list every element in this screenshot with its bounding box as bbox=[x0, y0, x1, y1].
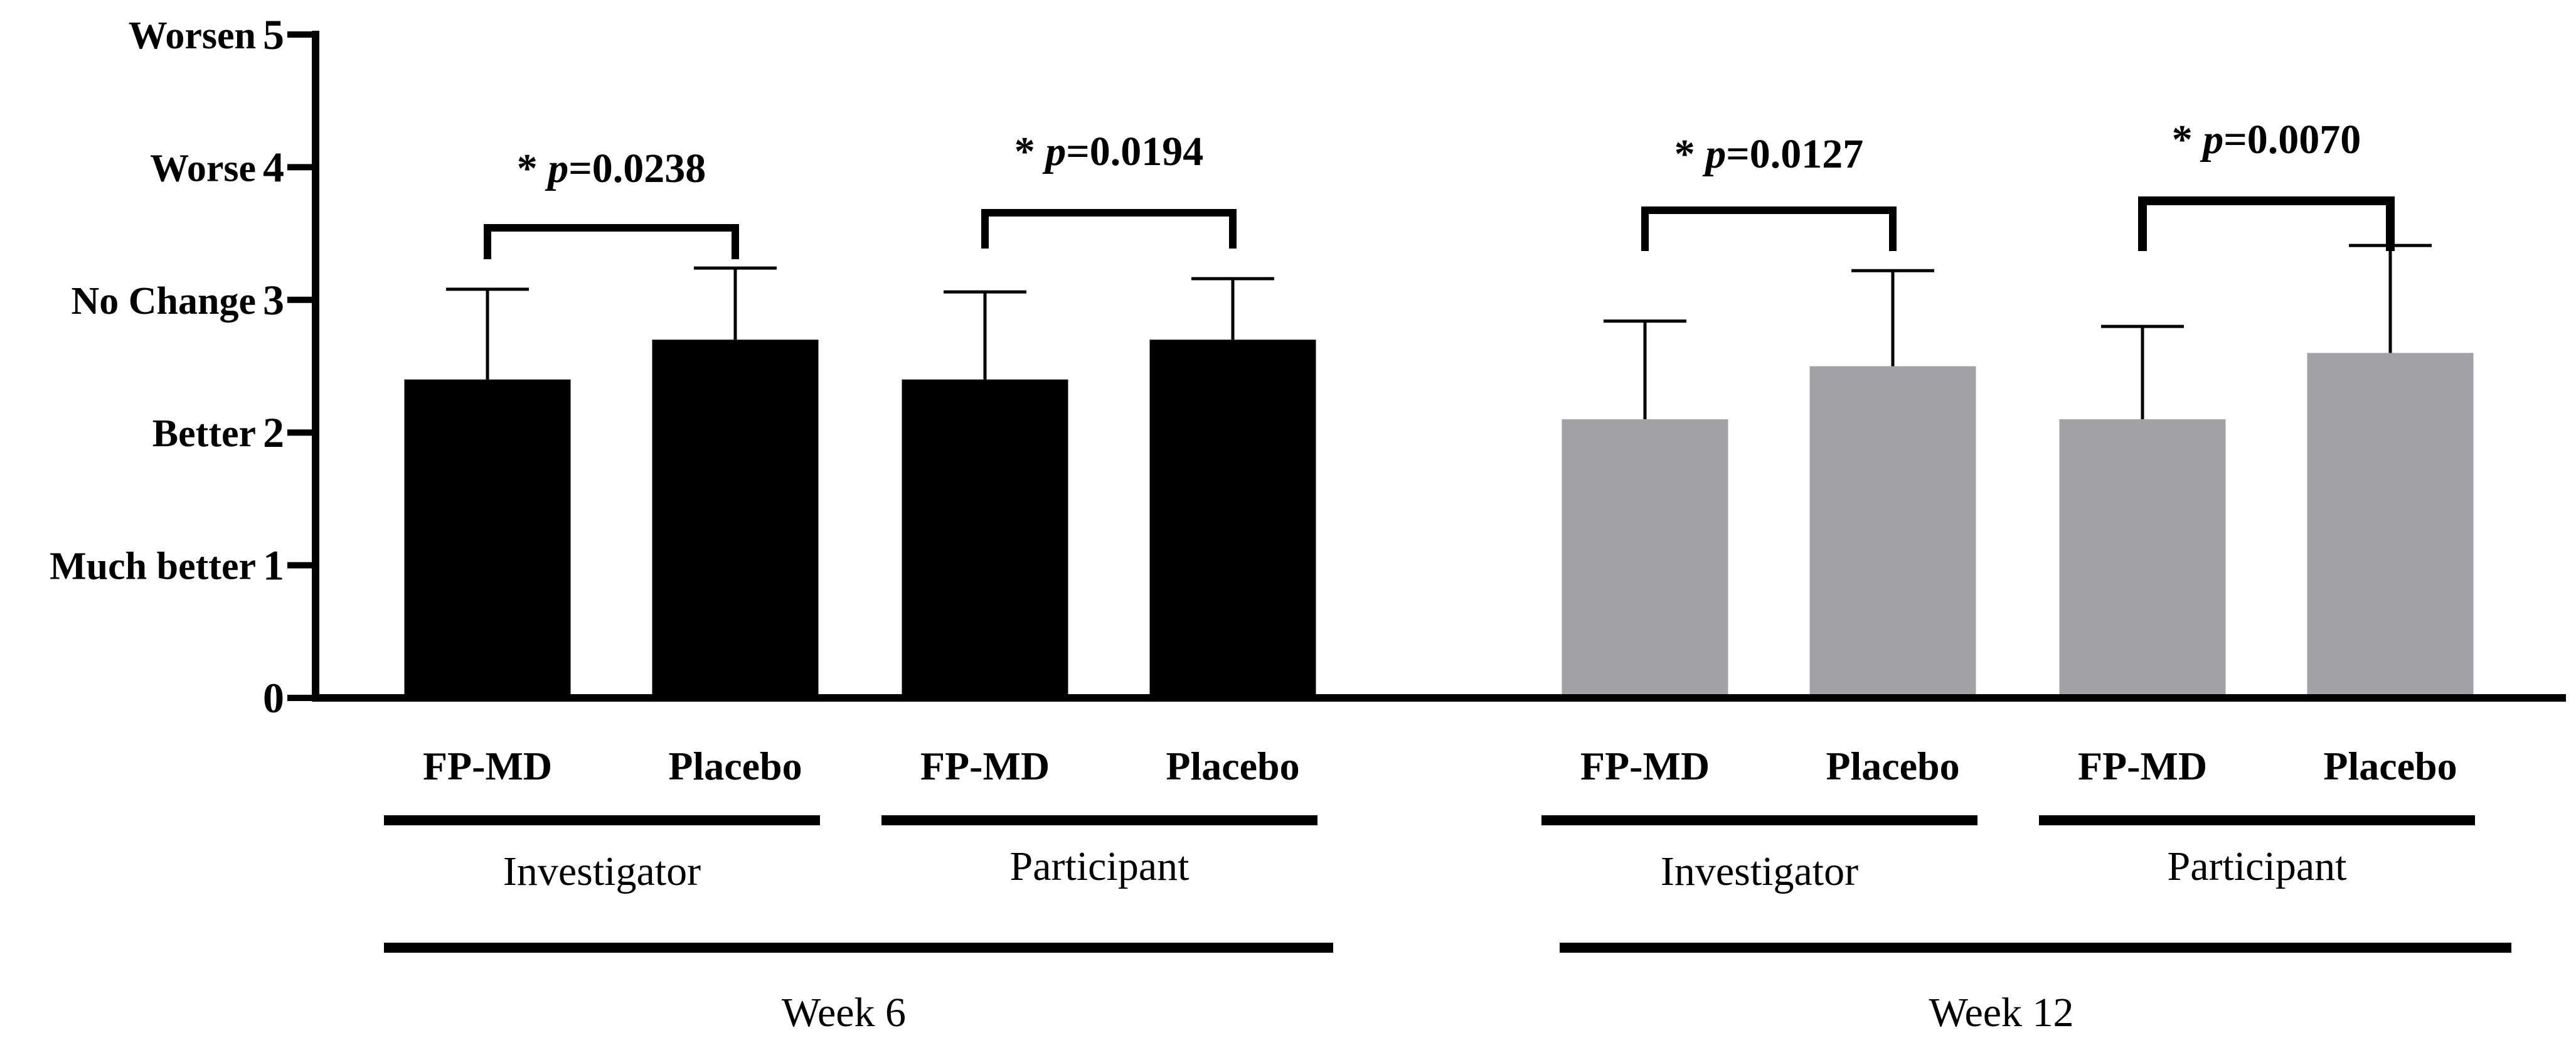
x-tick-label-2: FP-MD bbox=[920, 744, 1050, 788]
assessor-group-label-3: Participant bbox=[2168, 844, 2347, 889]
bar-2 bbox=[902, 379, 1068, 698]
y-tick-number-5: 5 bbox=[263, 11, 284, 58]
y-tick-word-1: Much better bbox=[50, 545, 256, 588]
x-tick-label-7: Placebo bbox=[2323, 744, 2457, 788]
axes-layer bbox=[287, 31, 2566, 953]
bar-6 bbox=[2059, 419, 2226, 698]
y-tick-number-3: 3 bbox=[263, 276, 284, 324]
p-value-star-0: * bbox=[517, 146, 538, 191]
significance-bracket-0 bbox=[484, 224, 739, 259]
p-value-number-1: =0.0194 bbox=[1066, 129, 1203, 174]
x-tick-label-6: FP-MD bbox=[2078, 744, 2207, 788]
x-tick-label-1: Placebo bbox=[668, 744, 802, 788]
y-tick-word-5: Worsen bbox=[129, 14, 256, 57]
assessor-group-label-2: Investigator bbox=[1661, 849, 1858, 894]
x-tick-label-5: Placebo bbox=[1826, 744, 1959, 788]
p-value-symbol-3: p bbox=[2200, 117, 2223, 163]
y-tick-number-4: 4 bbox=[263, 143, 284, 191]
y-tick-number-1: 1 bbox=[263, 542, 284, 589]
y-tick-number-2: 2 bbox=[263, 409, 284, 456]
p-value-symbol-2: p bbox=[1702, 131, 1726, 177]
y-tick-word-3: No Change bbox=[71, 280, 256, 323]
bar-1 bbox=[652, 340, 819, 698]
bar-3 bbox=[1149, 340, 1316, 698]
p-value-label-0: * p=0.0238 bbox=[517, 146, 706, 191]
p-value-number-3: =0.0070 bbox=[2223, 117, 2361, 163]
p-value-star-1: * bbox=[1014, 129, 1035, 174]
bar-4 bbox=[1562, 419, 1728, 698]
bar-5 bbox=[1809, 366, 1976, 698]
assessor-group-label-0: Investigator bbox=[503, 849, 701, 894]
p-value-symbol-1: p bbox=[1042, 129, 1066, 174]
significance-bracket-1 bbox=[981, 209, 1237, 249]
p-value-label-1: * p=0.0194 bbox=[1014, 129, 1204, 174]
x-tick-label-4: FP-MD bbox=[1580, 744, 1710, 788]
bars-layer bbox=[404, 196, 2474, 698]
bar-0 bbox=[404, 379, 571, 698]
x-tick-label-3: Placebo bbox=[1166, 744, 1299, 788]
y-tick-word-2: Better bbox=[152, 412, 256, 455]
week-group-label-1: Week 12 bbox=[1929, 990, 2073, 1036]
p-value-symbol-0: p bbox=[545, 146, 568, 191]
y-tick-number-0: 0 bbox=[263, 674, 284, 722]
y-tick-word-4: Worse bbox=[150, 147, 256, 190]
bar-7 bbox=[2307, 353, 2474, 698]
p-value-star-2: * bbox=[1674, 131, 1695, 177]
p-value-star-3: * bbox=[2172, 117, 2193, 163]
x-tick-label-0: FP-MD bbox=[423, 744, 552, 788]
significance-bracket-3 bbox=[2138, 196, 2395, 251]
week-group-label-0: Week 6 bbox=[782, 990, 906, 1036]
p-value-label-2: * p=0.0127 bbox=[1674, 131, 1864, 177]
assessor-group-label-1: Participant bbox=[1010, 844, 1190, 889]
p-value-label-3: * p=0.0070 bbox=[2172, 117, 2361, 163]
significance-bracket-2 bbox=[1641, 206, 1897, 251]
p-value-number-2: =0.0127 bbox=[1726, 131, 1863, 177]
p-value-number-0: =0.0238 bbox=[568, 146, 706, 191]
